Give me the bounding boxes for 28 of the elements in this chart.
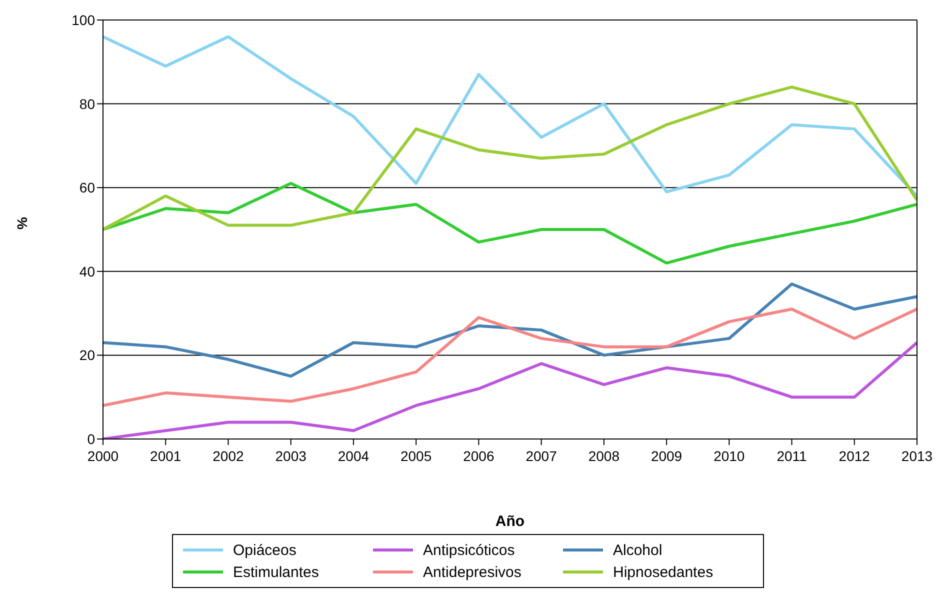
x-axis-title: Año bbox=[495, 513, 525, 530]
x-tick-label: 2011 bbox=[776, 448, 808, 464]
x-tick-label: 2013 bbox=[901, 448, 933, 464]
y-tick-label: 100 bbox=[72, 12, 96, 28]
x-tick-label: 2010 bbox=[714, 448, 745, 464]
y-tick-label: 20 bbox=[79, 347, 96, 364]
x-tick-label: 2004 bbox=[338, 448, 370, 464]
y-tick-label: 0 bbox=[87, 430, 96, 447]
x-tick-label: 2007 bbox=[526, 448, 558, 464]
x-tick-label: 2002 bbox=[212, 448, 244, 464]
x-tick-label: 2000 bbox=[87, 448, 119, 464]
legend-label: Hipnosedantes bbox=[613, 564, 714, 580]
x-tick-label: 2006 bbox=[463, 448, 494, 464]
x-tick-label: 2003 bbox=[275, 448, 307, 464]
x-tick-label: 2005 bbox=[400, 448, 432, 464]
legend-label: Opiáceos bbox=[233, 542, 296, 558]
legend-label: Antidepresivos bbox=[423, 564, 522, 580]
y-tick-label: 40 bbox=[79, 263, 96, 280]
legend-label: Alcohol bbox=[613, 542, 662, 558]
y-tick-label: 80 bbox=[79, 96, 96, 112]
y-tick-label: 60 bbox=[79, 180, 96, 196]
legend-label: Antipsicóticos bbox=[423, 542, 515, 558]
x-tick-label: 2012 bbox=[838, 448, 870, 464]
y-axis-title: % bbox=[14, 216, 30, 230]
x-tick-label: 2001 bbox=[150, 448, 182, 464]
x-tick-label: 2008 bbox=[588, 448, 620, 464]
x-tick-label: 2009 bbox=[650, 448, 682, 464]
legend-label: Estimulantes bbox=[233, 564, 319, 580]
